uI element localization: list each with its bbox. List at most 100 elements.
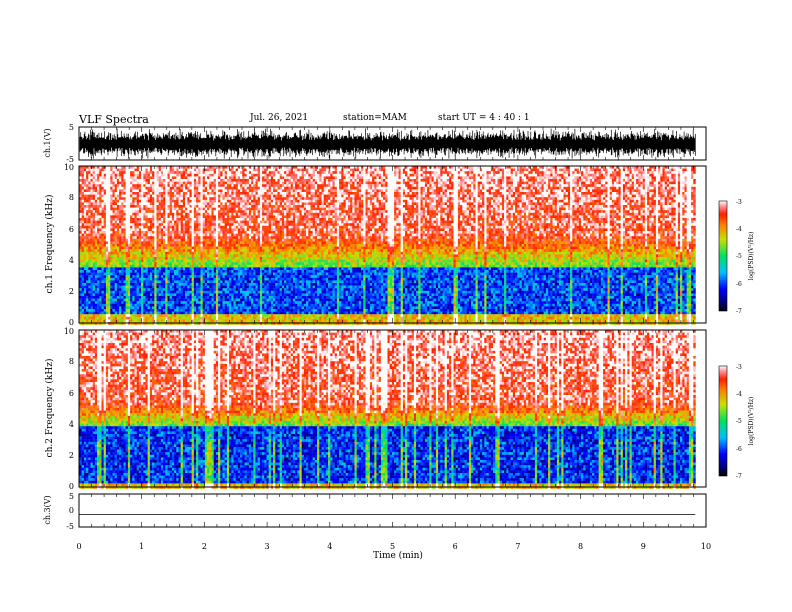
spectrogram-cell: [117, 174, 119, 177]
spectrogram-cell: [97, 226, 99, 229]
spectrogram-cell: [110, 309, 112, 312]
spectrogram-cell: [91, 200, 93, 203]
spectrogram-cell: [104, 215, 106, 218]
spectrogram-cell: [93, 249, 95, 252]
spectrogram-cell: [115, 239, 117, 242]
spectrogram-cell: [115, 260, 117, 263]
spectrogram-cell: [95, 205, 97, 208]
spectrogram-cell: [91, 197, 93, 200]
spectrogram-cell: [95, 304, 97, 307]
spectrogram-cell: [115, 286, 117, 289]
spectrogram-cell: [102, 314, 104, 317]
spectrogram-cell: [91, 270, 93, 273]
spectrogram-cell: [104, 306, 106, 309]
spectrogram-cell: [106, 179, 108, 182]
spectrogram-cell: [86, 293, 88, 296]
spectrogram-cell: [104, 273, 106, 276]
spectrogram-cell: [97, 267, 99, 270]
spectrogram-cell: [82, 226, 84, 229]
spectrogram-cell: [82, 257, 84, 260]
spectrogram-cell: [99, 286, 101, 289]
spectrogram-cell: [115, 270, 117, 273]
spectrogram-cell: [104, 280, 106, 283]
spectrogram-cell: [91, 262, 93, 265]
spectrogram-cell: [115, 241, 117, 244]
spectrogram-cell: [91, 280, 93, 283]
spectrogram-cell: [113, 226, 115, 229]
spectrogram-cell: [104, 286, 106, 289]
spectrogram-cell: [99, 257, 101, 260]
spectrogram-cell: [88, 223, 90, 226]
spectrogram-cell: [99, 223, 101, 226]
spectrogram-cell: [106, 215, 108, 218]
spectrogram-cell: [117, 189, 119, 192]
spectrogram-cell: [106, 223, 108, 226]
spectrogram-cell: [86, 189, 88, 192]
spectrogram-cell: [108, 299, 110, 302]
spectrogram-cell: [104, 270, 106, 273]
spectrogram-cell: [84, 208, 86, 211]
spectrogram-cell: [95, 273, 97, 276]
spectrogram-cell: [97, 221, 99, 224]
spectrogram-cell: [104, 283, 106, 286]
spectrogram-cell: [102, 218, 104, 221]
spectrogram-cell: [93, 208, 95, 211]
spectrogram-cell: [82, 265, 84, 268]
spectrogram-cell: [110, 239, 112, 242]
spectrogram-cell: [91, 293, 93, 296]
spectrogram-cell: [93, 286, 95, 289]
spectrogram-cell: [84, 267, 86, 270]
spectrogram-cell: [88, 278, 90, 281]
spectrogram-cell: [95, 176, 97, 179]
spectrogram-cell: [110, 213, 112, 216]
spectrogram-cell: [104, 317, 106, 320]
spectrogram-cell: [115, 267, 117, 270]
spectrogram-cell: [80, 221, 82, 224]
spectrogram-cell: [106, 304, 108, 307]
spectrogram-cell: [91, 314, 93, 317]
spectrogram-cell: [97, 273, 99, 276]
spectrogram-cell: [95, 208, 97, 211]
spectrogram-cell: [113, 174, 115, 177]
spectrogram-cell: [115, 249, 117, 252]
spectrogram-cell: [102, 317, 104, 320]
spectrogram-cell: [95, 182, 97, 185]
spectrogram-cell: [82, 241, 84, 244]
spectrogram-cell: [115, 247, 117, 250]
spectrogram-cell: [82, 221, 84, 224]
spectrogram-cell: [110, 223, 112, 226]
spectrogram-cell: [113, 234, 115, 237]
spectrogram-cell: [95, 265, 97, 268]
spectrogram-cell: [93, 239, 95, 242]
spectrogram-cell: [104, 265, 106, 268]
spectrogram-cell: [95, 187, 97, 190]
spectrogram-cell: [104, 174, 106, 177]
spectrogram-cell: [86, 200, 88, 203]
spectrogram-cell: [95, 262, 97, 265]
spectrogram-cell: [88, 171, 90, 174]
spectrogram-cell: [95, 215, 97, 218]
spectrogram-cell: [97, 291, 99, 294]
spectrogram-cell: [99, 231, 101, 234]
spectrogram-cell: [106, 182, 108, 185]
spectrogram-cell: [108, 309, 110, 312]
spectrogram-cell: [104, 205, 106, 208]
spectrogram-cell: [110, 231, 112, 234]
spectrogram-cell: [82, 197, 84, 200]
spectrogram-cell: [108, 314, 110, 317]
spectrogram-cell: [115, 299, 117, 302]
spectrogram-cell: [95, 231, 97, 234]
spectrogram-cell: [104, 171, 106, 174]
spectrogram-cell: [97, 254, 99, 257]
spectrogram-cell: [108, 228, 110, 231]
spectrogram-cell: [86, 221, 88, 224]
spectrogram-cell: [80, 267, 82, 270]
spectrogram-cell: [104, 288, 106, 291]
spectrogram-cell: [93, 278, 95, 281]
spectrogram-cell: [91, 239, 93, 242]
spectrogram-cell: [82, 234, 84, 237]
spectrogram-cell: [93, 236, 95, 239]
spectrogram-cell: [88, 304, 90, 307]
spectrogram-cell: [110, 301, 112, 304]
spectrogram-cell: [84, 270, 86, 273]
